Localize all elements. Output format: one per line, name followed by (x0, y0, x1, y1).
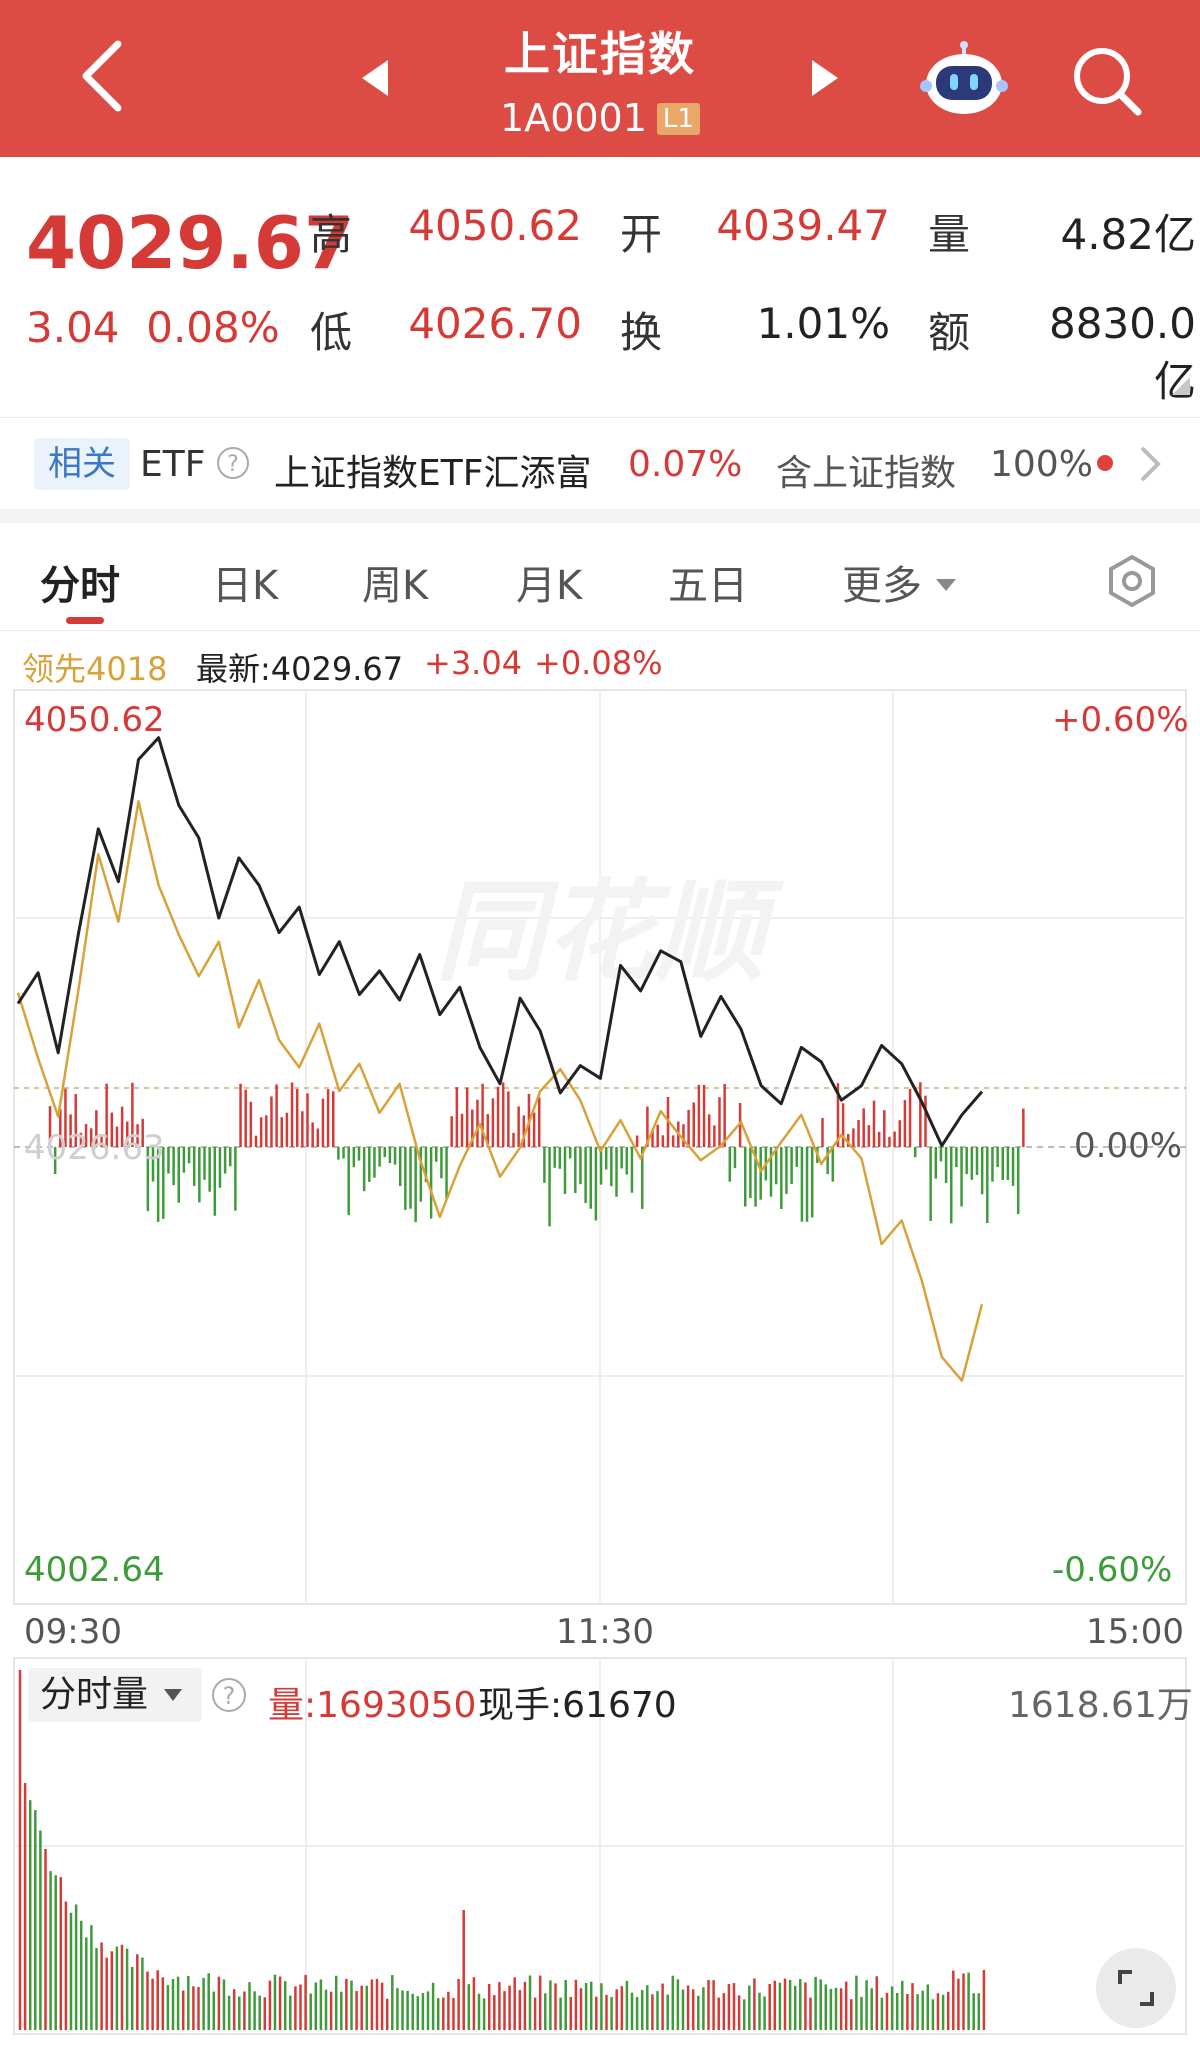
tab-weekly-k[interactable]: 周K (362, 563, 429, 609)
etf-name: 上证指数ETF汇添富 (274, 453, 592, 494)
tab-more-label: 更多 (842, 563, 922, 609)
change-percent: 0.08% (146, 303, 280, 352)
x-axis-mid: 11:30 (556, 1612, 654, 1652)
lead-line (16, 800, 984, 1382)
current-hand: 现手:61670 (478, 1685, 677, 1726)
search-button[interactable] (1068, 42, 1146, 120)
percent-info: +0.08% (534, 644, 663, 682)
volume-chart[interactable] (0, 1656, 1200, 2036)
volume-total: 量:1693050 (268, 1685, 477, 1726)
low-label: 低 (310, 308, 353, 357)
dropdown-arrow-icon (935, 579, 956, 591)
fullscreen-button[interactable] (1096, 1948, 1176, 2028)
tab-more[interactable]: 更多 (842, 553, 957, 611)
volume-max: 1618.61万 (1008, 1685, 1193, 1726)
y-axis-low-label: 4002.64 (24, 1550, 165, 1590)
volume-value: 4.82亿 (1060, 210, 1196, 259)
tab-monthly-k[interactable]: 月K (516, 563, 583, 609)
stock-code-text: 1A0001 (500, 96, 647, 140)
change-value: 3.04 (26, 303, 120, 352)
volume-bars-down (53, 1147, 1020, 1227)
last-price: 4029.67 (26, 201, 354, 285)
y-axis-low-pct: -0.60% (1052, 1550, 1173, 1590)
prev-stock-button[interactable] (358, 56, 394, 100)
watermark-text: 同花顺 (435, 868, 785, 996)
chart-lines (16, 736, 984, 1382)
tab-intraday[interactable]: 分时 (40, 563, 120, 609)
lead-indicator: 领先4018 (22, 650, 168, 688)
related-tag: 相关 (34, 438, 130, 490)
svg-text:?: ? (223, 1682, 236, 1710)
etf-contains: 含上证指数 (776, 453, 957, 494)
help-icon[interactable]: ? (210, 1676, 248, 1714)
volume-bars-up (48, 1082, 1025, 1147)
volume-bars (18, 1670, 986, 2030)
search-icon (1074, 48, 1142, 116)
price-line (16, 736, 984, 1148)
amount-label: 额 (928, 308, 971, 357)
robot-assistant-icon (920, 41, 1008, 114)
volume-grid (13, 1657, 1187, 2035)
x-axis-end: 15:00 (1086, 1612, 1184, 1652)
amount-value: 8830.0亿 (1049, 299, 1196, 406)
svg-text:?: ? (227, 452, 239, 477)
open-value: 4039.47 (716, 201, 890, 250)
high-label: 高 (310, 210, 353, 259)
level-badge: L1 (656, 103, 700, 135)
section-divider (0, 509, 1200, 523)
top-bar: 上证指数 1A0001 L1 (0, 0, 1200, 157)
chevron-right-icon[interactable] (1136, 444, 1164, 484)
hexagon-settings-icon (1109, 554, 1155, 608)
latest-price-info: 最新:4029.67 (196, 650, 404, 688)
y-axis-mid-pct: 0.00% (1074, 1126, 1183, 1166)
back-icon (82, 40, 122, 112)
next-stock-button[interactable] (806, 56, 842, 100)
expand-corner-icon[interactable] (1170, 375, 1192, 397)
tab-active-indicator (66, 617, 104, 624)
page-title: 上证指数 (504, 27, 696, 81)
stock-code: 1A0001 L1 (400, 96, 800, 140)
back-button[interactable] (70, 36, 140, 116)
intraday-chart[interactable]: 同花顺 (0, 680, 1200, 1680)
prev-arrow-icon (362, 60, 388, 96)
y-axis-high-pct: +0.60% (1052, 700, 1189, 740)
tab-five-day[interactable]: 五日 (668, 563, 748, 609)
help-icon[interactable]: ? (216, 446, 250, 480)
etf-percent: 0.07% (628, 444, 743, 485)
volume-type-label: 分时量 (40, 1674, 149, 1715)
x-axis-start: 09:30 (24, 1612, 122, 1652)
assistant-button[interactable] (920, 40, 1008, 120)
etf-weight: 100% (990, 444, 1093, 485)
related-etf-bar[interactable]: 相关 ETF ? 上证指数ETF汇添富 0.07% 含上证指数 100% (0, 417, 1200, 509)
red-dot-icon (1097, 455, 1113, 471)
next-arrow-icon (812, 60, 838, 96)
turnover-label: 换 (620, 308, 663, 357)
high-value: 4050.62 (408, 201, 582, 250)
tab-daily-k[interactable]: 日K (212, 563, 279, 609)
open-label: 开 (620, 210, 663, 259)
change-info: +3.04 (424, 644, 523, 682)
volume-type-selector[interactable]: 分时量 (28, 1668, 202, 1722)
low-value: 4026.70 (408, 299, 582, 348)
turnover-value: 1.01% (756, 299, 890, 348)
quote-panel: 4029.67 3.04 0.08% 高 4050.62 开 4039.47 量… (0, 157, 1200, 407)
chart-settings-button[interactable] (1104, 553, 1160, 609)
y-axis-high-label: 4050.62 (24, 700, 165, 740)
dropdown-arrow-icon (164, 1689, 183, 1701)
etf-label: ETF (140, 444, 206, 485)
price-change: 3.04 0.08% (26, 303, 280, 352)
fullscreen-icon (1118, 1970, 1154, 2006)
y-axis-mid-label: 4026.63 (24, 1128, 165, 1168)
volume-label: 量 (928, 210, 971, 259)
period-tabs: 分时 日K 周K 月K 五日 更多 (0, 523, 1200, 631)
